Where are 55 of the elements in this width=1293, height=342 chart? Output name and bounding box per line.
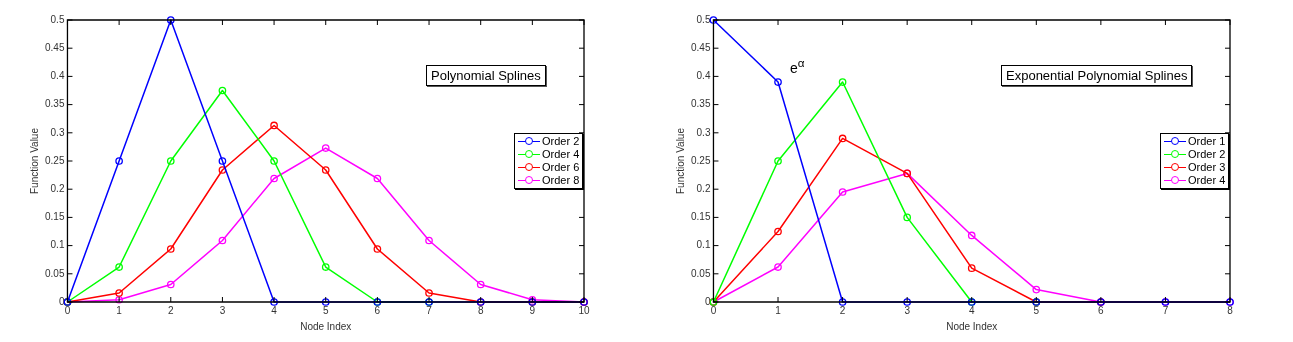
y-tick-label: 0.1 [696,239,711,251]
y-tick-label: 0.2 [696,182,711,194]
y-tick-label: 0.35 [44,98,65,110]
y-tick-label: 0.3 [696,126,711,138]
y-tick-label: 0 [58,295,65,307]
y-tick-label: 0.1 [50,239,65,251]
y-tick-label: 0.05 [690,267,711,279]
legend-label: Order 1 [1188,135,1226,148]
x-tick-label: 2 [167,304,174,316]
y-tick-label: 0.45 [44,41,65,53]
y-tick-label: 0.35 [690,98,711,110]
y-tick-label: 0.5 [50,13,65,25]
x-tick-label: 7 [1162,304,1169,316]
y-tick-label: 0.2 [50,182,65,194]
x-tick-label: 3 [219,304,226,316]
x-tick-label: 7 [426,304,433,316]
x-tick-label: 1 [775,304,782,316]
x-tick-label: 6 [1098,304,1105,316]
x-tick-label: 4 [271,304,278,316]
y-tick-label: 0.4 [50,70,65,82]
y-tick-label: 0.25 [44,154,65,166]
legend-label: Order 2 [542,135,580,148]
y-tick-label: 0.45 [690,41,711,53]
x-tick-label: 8 [477,304,484,316]
y-tick-label: 0.4 [696,70,711,82]
x-tick-label: 9 [529,304,536,316]
legend-label: Order 2 [1188,148,1226,161]
legend-label: Order 8 [542,174,580,187]
annotation: Polynomial Splines [426,65,546,87]
y-tick-label: 0.15 [44,211,65,223]
x-tick-label: 4 [968,304,975,316]
x-tick-label: 2 [839,304,846,316]
x-tick-label: 1 [116,304,123,316]
y-tick-label: 0.5 [696,13,711,25]
y-axis-title: Function Value [28,127,40,194]
y-tick-label: 0 [704,295,711,307]
legend-label: Order 4 [1188,174,1226,187]
y-tick-label: 0.05 [44,267,65,279]
x-tick-label: 8 [1227,304,1234,316]
x-tick-label: 5 [1033,304,1040,316]
x-tick-label: 6 [374,304,381,316]
y-axis-title: Function Value [674,127,686,194]
legend-label: Order 4 [542,148,580,161]
legend-label: Order 6 [542,161,580,174]
x-tick-label: 10 [578,304,590,316]
annotation: e$^{α}$ [790,56,805,76]
x-axis-title: Node Index [946,320,998,332]
x-tick-label: 3 [904,304,911,316]
annotation: Exponential Polynomial Splines [1001,65,1193,87]
x-axis-title: Node Index [300,320,352,332]
y-tick-label: 0.15 [690,211,711,223]
legend-label: Order 3 [1188,161,1226,174]
y-tick-label: 0.25 [690,154,711,166]
x-tick-label: 5 [322,304,329,316]
y-tick-label: 0.3 [50,126,65,138]
